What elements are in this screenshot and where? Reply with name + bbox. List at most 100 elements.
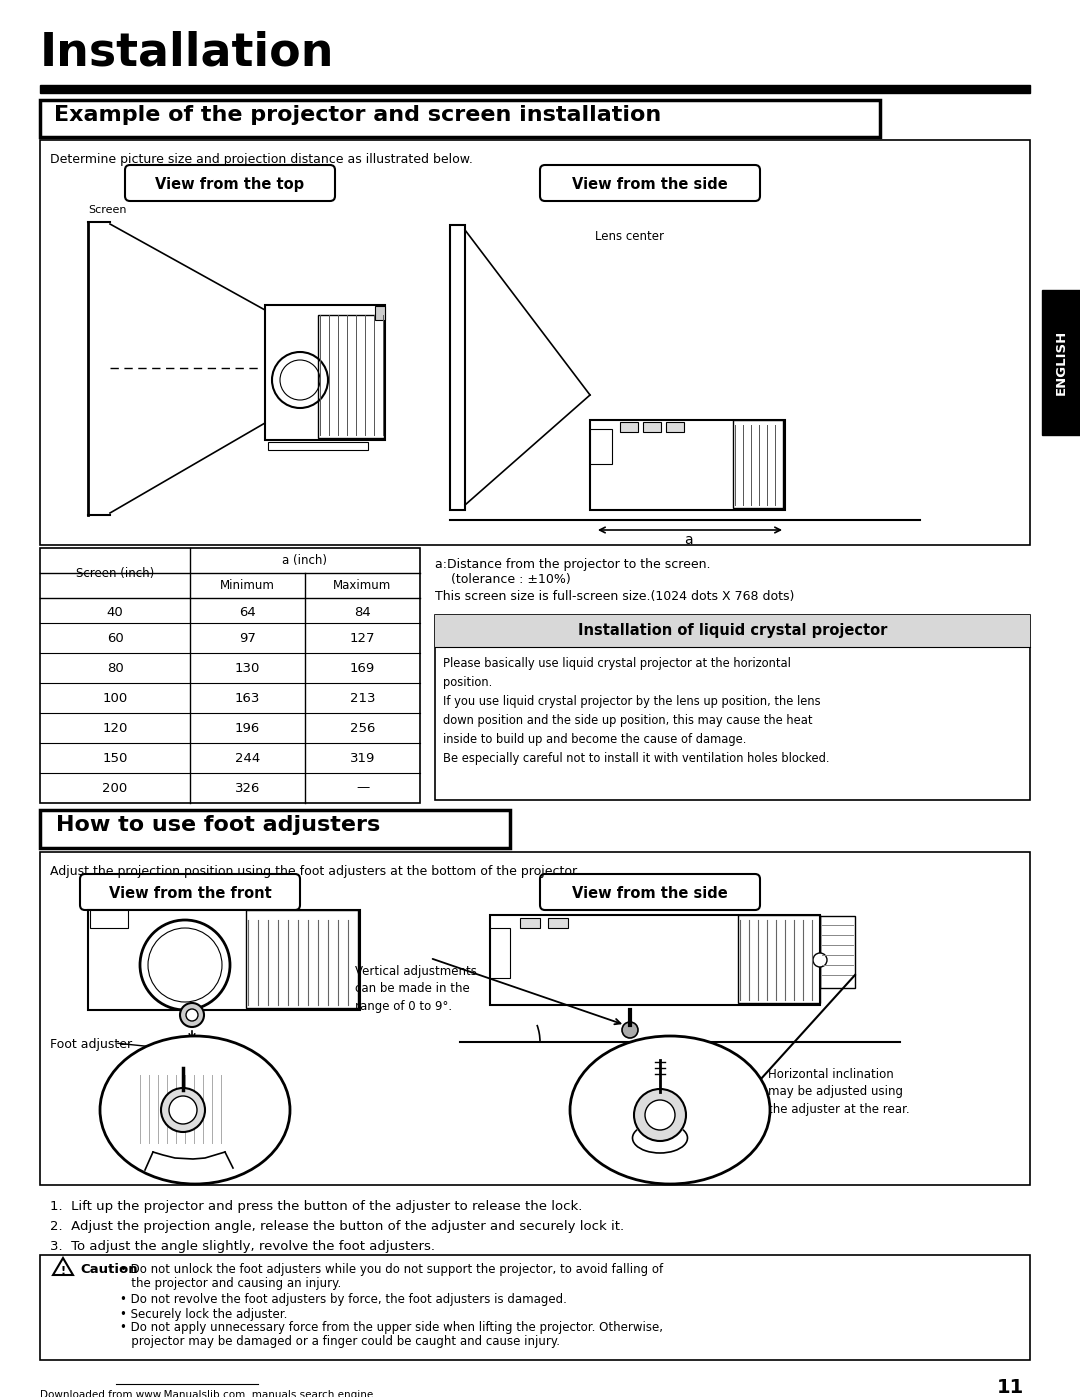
Text: Screen: Screen (87, 205, 126, 215)
Text: 100: 100 (103, 692, 127, 704)
FancyBboxPatch shape (40, 810, 510, 848)
Text: 150: 150 (103, 752, 127, 764)
Text: !: ! (60, 1266, 66, 1275)
Circle shape (622, 1023, 638, 1038)
Bar (265, 305, 384, 440)
FancyBboxPatch shape (540, 875, 760, 909)
Bar (590, 420, 785, 510)
Text: 64: 64 (239, 606, 256, 619)
Bar (738, 915, 820, 1003)
Bar (246, 909, 357, 1009)
Text: Minimum: Minimum (220, 578, 275, 592)
Text: Please basically use liquid crystal projector at the horizontal: Please basically use liquid crystal proj… (443, 657, 791, 671)
Text: Determine picture size and projection distance as illustrated below.: Determine picture size and projection di… (50, 154, 473, 166)
Text: 1.  Lift up the projector and press the button of the adjuster to release the lo: 1. Lift up the projector and press the b… (50, 1200, 582, 1213)
Circle shape (634, 1090, 686, 1141)
Text: 120: 120 (103, 721, 127, 735)
Ellipse shape (570, 1037, 770, 1185)
Text: Horizontal inclination
may be adjusted using
the adjuster at the rear.: Horizontal inclination may be adjusted u… (768, 1067, 909, 1116)
Bar (90, 909, 129, 928)
Text: Lens center: Lens center (595, 231, 664, 243)
FancyBboxPatch shape (40, 140, 1030, 545)
FancyBboxPatch shape (125, 165, 335, 201)
Text: 2.  Adjust the projection angle, release the button of the adjuster and securely: 2. Adjust the projection angle, release … (50, 1220, 624, 1234)
Text: This screen size is full-screen size.(1024 dots X 768 dots): This screen size is full-screen size.(10… (435, 590, 795, 604)
Text: —: — (356, 781, 369, 795)
Text: 80: 80 (107, 662, 123, 675)
Text: a (inch): a (inch) (283, 555, 327, 567)
Bar (733, 420, 783, 509)
Text: 60: 60 (107, 631, 123, 644)
Text: View from the side: View from the side (572, 177, 728, 191)
Text: position.: position. (443, 676, 492, 689)
Bar (268, 441, 368, 450)
Bar (490, 915, 820, 1004)
Text: 127: 127 (350, 631, 375, 644)
Text: ENGLISH: ENGLISH (1054, 330, 1067, 394)
Text: projector may be damaged or a finger could be caught and cause injury.: projector may be damaged or a finger cou… (120, 1336, 561, 1348)
Text: 169: 169 (350, 662, 375, 675)
Circle shape (645, 1099, 675, 1130)
Circle shape (161, 1088, 205, 1132)
Circle shape (186, 1009, 198, 1021)
Text: 196: 196 (234, 721, 260, 735)
Text: Downloaded from www.Manualslib.com  manuals search engine: Downloaded from www.Manualslib.com manua… (40, 1390, 374, 1397)
Text: How to use foot adjusters: How to use foot adjusters (56, 814, 380, 835)
Bar (40, 1255, 1030, 1361)
Bar (620, 422, 638, 432)
Ellipse shape (100, 1037, 291, 1185)
Text: Caution: Caution (80, 1263, 137, 1275)
Bar (375, 306, 384, 320)
Text: the projector and causing an injury.: the projector and causing an injury. (120, 1277, 341, 1289)
Bar (548, 918, 568, 928)
Text: 11: 11 (997, 1377, 1024, 1397)
Text: Maximum: Maximum (334, 578, 392, 592)
FancyBboxPatch shape (80, 875, 300, 909)
Text: a:Distance from the projector to the screen.: a:Distance from the projector to the scr… (435, 557, 711, 571)
FancyBboxPatch shape (40, 101, 880, 137)
Text: 40: 40 (107, 606, 123, 619)
Text: inside to build up and become the cause of damage.: inside to build up and become the cause … (443, 733, 746, 746)
Text: Foot adjuster: Foot adjuster (50, 1038, 132, 1051)
Text: Vertical adjustments
can be made in the
range of 0 to 9°.: Vertical adjustments can be made in the … (355, 965, 477, 1013)
Text: • Do not unlock the foot adjusters while you do not support the projector, to av: • Do not unlock the foot adjusters while… (120, 1263, 663, 1275)
Text: 244: 244 (234, 752, 260, 764)
Text: down position and the side up position, this may cause the heat: down position and the side up position, … (443, 714, 812, 726)
Text: View from the side: View from the side (572, 886, 728, 901)
Bar (519, 918, 540, 928)
Bar (138, 1070, 226, 1148)
Text: If you use liquid crystal projector by the lens up position, the lens: If you use liquid crystal projector by t… (443, 694, 821, 708)
Text: 200: 200 (103, 781, 127, 795)
Text: 319: 319 (350, 752, 375, 764)
Bar (40, 85, 1030, 94)
Text: • Securely lock the adjuster.: • Securely lock the adjuster. (120, 1308, 287, 1322)
Circle shape (180, 1003, 204, 1027)
Text: (tolerance : ±10%): (tolerance : ±10%) (435, 573, 570, 585)
Text: Adjust the projection position using the foot adjusters at the bottom of the pro: Adjust the projection position using the… (50, 865, 580, 877)
Text: • Do not apply unnecessary force from the upper side when lifting the projector.: • Do not apply unnecessary force from th… (120, 1322, 663, 1334)
Polygon shape (53, 1259, 73, 1275)
Text: 3.  To adjust the angle slightly, revolve the foot adjusters.: 3. To adjust the angle slightly, revolve… (50, 1241, 435, 1253)
Bar (450, 225, 465, 510)
Text: a: a (684, 534, 692, 548)
Bar (87, 909, 360, 1010)
Text: Be especially careful not to install it with ventilation holes blocked.: Be especially careful not to install it … (443, 752, 829, 766)
Bar (590, 429, 612, 464)
Text: • Do not revolve the foot adjusters by force, the foot adjusters is damaged.: • Do not revolve the foot adjusters by f… (120, 1294, 567, 1306)
Circle shape (813, 953, 827, 967)
Bar (435, 615, 1030, 800)
Text: Installation: Installation (40, 29, 335, 75)
Text: 326: 326 (234, 781, 260, 795)
Bar (820, 916, 855, 988)
Text: 163: 163 (234, 692, 260, 704)
Text: Installation of liquid crystal projector: Installation of liquid crystal projector (578, 623, 887, 638)
Bar (666, 422, 684, 432)
FancyBboxPatch shape (40, 852, 1030, 1185)
Text: Screen (inch): Screen (inch) (76, 567, 154, 580)
FancyBboxPatch shape (540, 165, 760, 201)
Text: View from the front: View from the front (109, 886, 271, 901)
Text: View from the top: View from the top (156, 177, 305, 191)
Bar (1042, 291, 1080, 434)
Text: 84: 84 (354, 606, 370, 619)
Circle shape (168, 1097, 197, 1125)
